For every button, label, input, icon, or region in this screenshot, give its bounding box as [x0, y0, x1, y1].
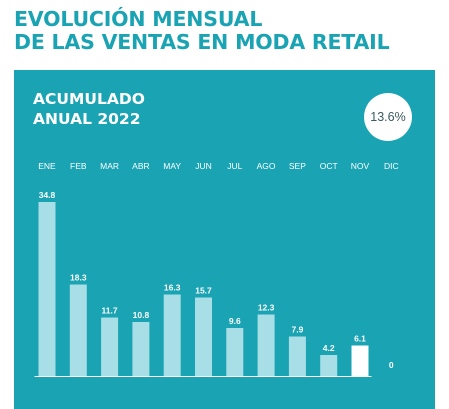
month-label-sep: SEP: [289, 161, 306, 171]
month-label-jul: JUL: [227, 161, 242, 171]
bar-oct: [320, 355, 338, 376]
bar-nov: [351, 345, 369, 376]
month-label-dic: DIC: [384, 161, 399, 171]
month-label-may: MAY: [163, 161, 181, 171]
bar-ago: [257, 314, 275, 376]
bar-abr: [132, 322, 150, 376]
value-label-jun: 15.7: [195, 286, 212, 296]
chart-panel: ACUMULADO ANUAL 2022 13.6% ENE 34.8 FEB 18.…: [14, 70, 435, 409]
bar-chart: ENE 34.8 FEB 18.3 MAR 11.7 ABR 10.8 MAY 16.3 JUN 15…: [34, 161, 399, 377]
chart-title-line-1: EVOLUCIÓN MENSUAL: [14, 7, 263, 31]
bar-may: [163, 294, 181, 376]
month-label-oct: OCT: [320, 161, 338, 171]
value-label-ene: 34.8: [39, 190, 56, 200]
bar-jul: [226, 328, 244, 376]
month-label-mar: MAR: [100, 161, 119, 171]
month-label-ago: AGO: [257, 161, 276, 171]
value-label-may: 16.3: [164, 283, 181, 293]
value-label-sep: 7.9: [291, 325, 303, 335]
value-label-dic: 0: [389, 360, 394, 370]
month-label-abr: ABR: [132, 161, 149, 171]
value-label-mar: 11.7: [102, 306, 118, 316]
chart-subtitle: ACUMULADO ANUAL 2022: [33, 89, 145, 129]
bar-sep: [288, 336, 306, 376]
month-label-jun: JUN: [195, 161, 212, 171]
bar-feb: [69, 284, 87, 376]
value-label-feb: 18.3: [70, 273, 87, 283]
value-label-abr: 10.8: [133, 310, 150, 320]
value-label-ago: 12.3: [258, 303, 275, 313]
chart-subtitle-line-1: ACUMULADO: [33, 90, 145, 108]
value-label-nov: 6.1: [354, 334, 366, 344]
annual-percentage-badge: 13.6%: [364, 93, 412, 141]
month-label-feb: FEB: [70, 161, 87, 171]
value-label-oct: 4.2: [323, 343, 335, 353]
chart-title: EVOLUCIÓN MENSUAL DE LAS VENTAS EN MODA …: [14, 7, 390, 54]
month-label-nov: NOV: [351, 161, 370, 171]
bar-mar: [101, 317, 119, 376]
chart-subtitle-line-2: ANUAL 2022: [33, 110, 141, 128]
bar-ene: [38, 202, 56, 376]
value-label-jul: 9.6: [229, 316, 241, 326]
annual-percentage-value: 13.6%: [370, 110, 406, 124]
month-label-ene: ENE: [38, 161, 56, 171]
chart-title-line-2: DE LAS VENTAS EN MODA RETAIL: [14, 30, 390, 54]
bar-jun: [195, 297, 212, 376]
